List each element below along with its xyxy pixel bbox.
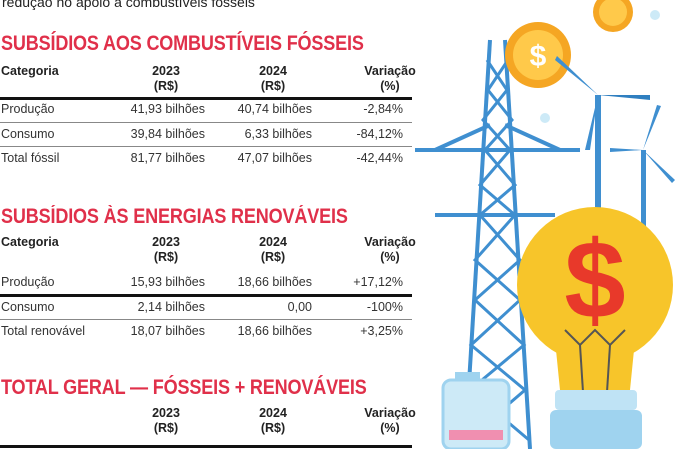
row-2024: 18,66 bilhões	[237, 324, 312, 338]
divider	[0, 146, 412, 147]
header-year: 2024	[259, 406, 287, 420]
row-category: Produção	[1, 102, 55, 116]
row-2024: 6,33 bilhões	[244, 127, 312, 141]
wind-turbine-icon	[555, 56, 675, 245]
energy-illustration: $ $	[415, 0, 675, 449]
renewable-title: SUBSÍDIOS ÀS ENERGIAS RENOVÁVEIS	[1, 205, 348, 228]
header-variacao: Variação (%)	[350, 235, 430, 265]
divider	[0, 294, 412, 297]
header-var: Variação	[364, 406, 416, 420]
row-2023: 39,84 bilhões	[130, 127, 205, 141]
header-unit: (R$)	[260, 250, 286, 264]
divider	[0, 122, 412, 123]
row-variacao: -100%	[366, 300, 403, 314]
row-variacao: +17,12%	[353, 275, 403, 289]
header-year: 2024	[259, 235, 287, 249]
header-year: 2023	[152, 235, 180, 249]
row-2023: 18,07 bilhões	[130, 324, 205, 338]
divider	[0, 97, 412, 100]
header-variacao: Variação (%)	[350, 64, 430, 94]
header-unit: (R$)	[260, 421, 286, 435]
row-2024: 47,07 bilhões	[237, 151, 312, 165]
header-unit: (%)	[380, 79, 400, 93]
header-2023: 2023 (R$)	[131, 64, 201, 94]
bulb-dollar: $	[564, 219, 625, 342]
subtitle: redução no apoio a combustíveis fósseis	[2, 0, 255, 10]
light-bulb-icon: $	[517, 207, 673, 449]
fossil-title: SUBSÍDIOS AOS COMBUSTÍVEIS FÓSSEIS	[1, 32, 364, 55]
row-variacao: -42,44%	[356, 151, 403, 165]
row-2024: 0,00	[287, 300, 312, 314]
row-variacao: +3,25%	[360, 324, 403, 338]
header-2023: 2023 (R$)	[131, 406, 201, 436]
pylon-icon	[415, 39, 580, 449]
row-2024: 40,74 bilhões	[237, 102, 312, 116]
row-2024: 18,66 bilhões	[237, 275, 312, 289]
header-unit: (R$)	[153, 421, 179, 435]
header-variacao: Variação (%)	[350, 406, 430, 436]
row-2023: 15,93 bilhões	[130, 275, 205, 289]
header-2024: 2024 (R$)	[238, 64, 308, 94]
row-2023: 2,14 bilhões	[137, 300, 205, 314]
row-category: Total fóssil	[1, 151, 60, 165]
header-year: 2023	[152, 64, 180, 78]
coin-icon: $	[505, 0, 633, 88]
header-unit: (R$)	[153, 250, 179, 264]
total-title: TOTAL GERAL — FÓSSEIS + RENOVÁVEIS	[1, 376, 367, 399]
divider	[0, 319, 412, 320]
bubble-icon	[540, 113, 550, 123]
row-variacao: -84,12%	[356, 127, 403, 141]
header-unit: (R$)	[260, 79, 286, 93]
header-unit: (%)	[380, 421, 400, 435]
row-category: Consumo	[1, 300, 55, 314]
header-var: Variação	[364, 64, 416, 78]
battery-icon	[441, 372, 511, 449]
coin-dollar: $	[530, 40, 547, 73]
row-2023: 81,77 bilhões	[130, 151, 205, 165]
header-year: 2023	[152, 406, 180, 420]
bubble-icon	[650, 10, 660, 20]
header-2024: 2024 (R$)	[238, 406, 308, 436]
header-categoria: Categoria	[1, 235, 59, 249]
header-2024: 2024 (R$)	[238, 235, 308, 265]
header-2023: 2023 (R$)	[131, 235, 201, 265]
row-category: Produção	[1, 275, 55, 289]
header-year: 2024	[259, 64, 287, 78]
row-category: Consumo	[1, 127, 55, 141]
row-variacao: -2,84%	[363, 102, 403, 116]
divider	[0, 445, 412, 448]
header-unit: (%)	[380, 250, 400, 264]
header-var: Variação	[364, 235, 416, 249]
row-2023: 41,93 bilhões	[130, 102, 205, 116]
header-categoria: Categoria	[1, 64, 59, 78]
header-unit: (R$)	[153, 79, 179, 93]
row-category: Total renovável	[1, 324, 86, 338]
